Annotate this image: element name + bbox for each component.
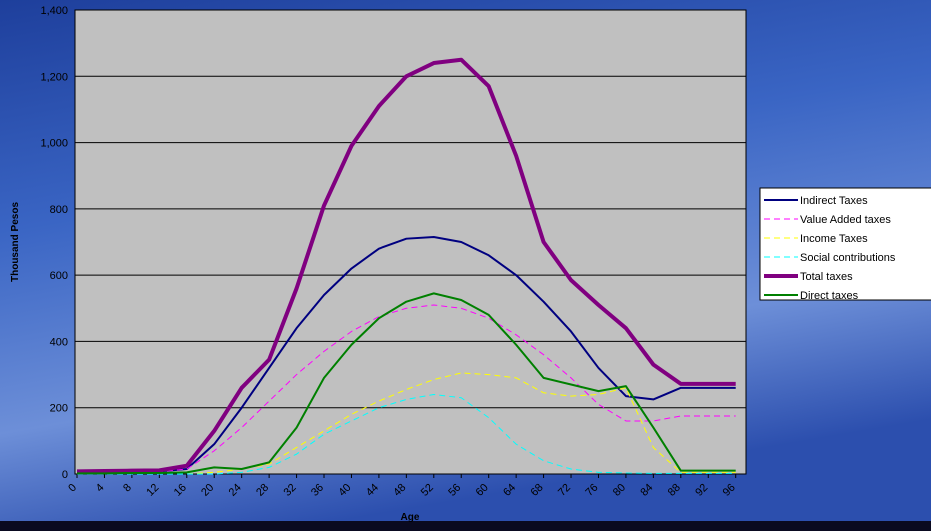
y-tick-label: 800 [50, 204, 68, 216]
y-tick-label: 0 [62, 469, 68, 481]
bottom-strip [0, 521, 931, 531]
x-axis-label: Age [401, 512, 420, 523]
y-tick-label: 1,200 [40, 71, 68, 83]
legend-label: Total taxes [800, 271, 853, 283]
y-axis-label: Thousand Pesos [10, 202, 21, 282]
legend-label: Social contributions [800, 252, 896, 264]
y-tick-label: 200 [50, 403, 68, 415]
legend-label: Indirect Taxes [800, 195, 868, 207]
legend-label: Direct taxes [800, 290, 859, 302]
legend-label: Value Added taxes [800, 214, 891, 226]
y-tick-label: 1,400 [40, 5, 68, 17]
y-tick-label: 600 [50, 270, 68, 282]
line-series [77, 393, 736, 475]
plot-area [74, 9, 747, 475]
line-series [76, 57, 736, 474]
y-tick-label: 400 [50, 336, 68, 348]
line-series [76, 304, 736, 474]
legend [759, 187, 931, 301]
line-series [76, 236, 736, 474]
legend-label: Income Taxes [800, 233, 868, 245]
y-tick-label: 1,000 [40, 138, 68, 150]
line-series [77, 292, 736, 475]
